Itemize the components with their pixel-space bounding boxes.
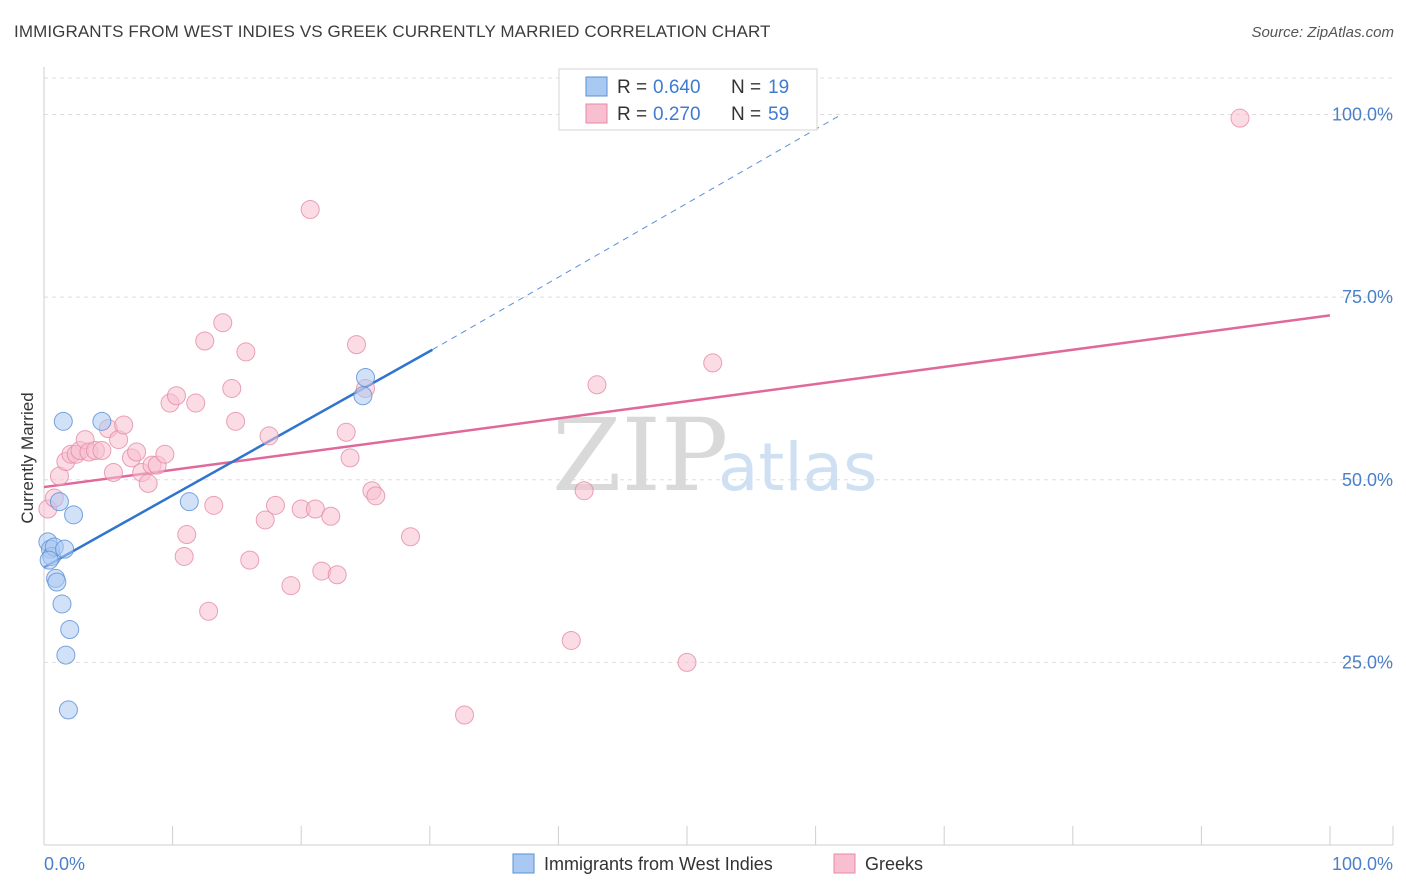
- y-tick-label: 25.0%: [1342, 652, 1393, 672]
- point-greeks: [366, 486, 386, 506]
- point-greeks: [312, 561, 332, 581]
- point-west-indies: [58, 700, 78, 720]
- point-greeks: [281, 576, 301, 596]
- point-greeks: [138, 473, 158, 493]
- point-greeks: [195, 331, 215, 351]
- point-greeks: [340, 448, 360, 468]
- y-axis-label: Currently Married: [18, 392, 37, 523]
- point-greeks: [114, 415, 134, 435]
- legend-swatch-greeks: [585, 103, 608, 124]
- point-greeks: [346, 335, 366, 355]
- watermark-atlas: atlas: [718, 429, 878, 506]
- point-west-indies: [39, 550, 59, 570]
- point-greeks: [213, 313, 233, 333]
- point-greeks: [574, 481, 594, 501]
- point-greeks: [321, 506, 341, 526]
- watermark: ZIP atlas: [552, 397, 878, 514]
- point-greeks: [240, 550, 260, 570]
- point-greeks: [455, 705, 475, 725]
- bottom-legend-label-west-indies: Immigrants from West Indies: [544, 854, 773, 874]
- legend-r-value: 0.270: [653, 104, 701, 125]
- point-greeks: [155, 444, 175, 464]
- legend-r-value: 0.640: [653, 77, 701, 98]
- point-greeks: [265, 495, 285, 515]
- point-greeks: [259, 426, 279, 446]
- point-greeks: [703, 353, 723, 373]
- point-greeks: [255, 510, 275, 530]
- point-greeks: [327, 565, 347, 585]
- point-greeks: [226, 411, 246, 431]
- point-greeks: [204, 495, 224, 515]
- y-tick-label: 75.0%: [1342, 287, 1393, 307]
- point-greeks: [401, 527, 421, 547]
- x-tick-label-min: 0.0%: [44, 854, 85, 874]
- point-west-indies: [64, 505, 84, 525]
- point-west-indies: [52, 594, 72, 614]
- point-west-indies: [179, 492, 199, 512]
- point-greeks: [199, 601, 219, 621]
- point-greeks: [222, 378, 242, 398]
- point-greeks: [186, 393, 206, 413]
- point-greeks: [1230, 108, 1250, 128]
- legend-n-value: 19: [768, 77, 789, 98]
- point-greeks: [300, 199, 320, 219]
- bottom-legend-swatch-west-indies: [512, 853, 535, 874]
- point-greeks: [236, 342, 256, 362]
- legend-n-value: 59: [768, 104, 789, 125]
- legend-swatch-west-indies: [585, 76, 608, 97]
- point-west-indies: [55, 539, 75, 559]
- point-greeks: [127, 442, 147, 462]
- source-label: Source: ZipAtlas.com: [1251, 24, 1394, 41]
- point-greeks: [587, 375, 607, 395]
- bottom-legend: Immigrants from West Indies Greeks: [512, 853, 923, 874]
- point-greeks: [336, 422, 356, 442]
- point-greeks: [305, 499, 325, 519]
- point-west-indies: [56, 645, 76, 665]
- trend-line-greeks: [43, 314, 1331, 489]
- chart-title: IMMIGRANTS FROM WEST INDIES VS GREEK CUR…: [14, 22, 771, 41]
- legend-r-label: R =: [617, 104, 647, 125]
- axis-layer: 25.0% 50.0% 75.0% 100.0%: [43, 67, 1394, 846]
- point-greeks: [166, 386, 186, 406]
- point-greeks: [92, 441, 112, 461]
- point-greeks: [677, 652, 697, 672]
- bottom-legend-label-greeks: Greeks: [865, 854, 923, 874]
- point-west-indies: [47, 572, 67, 592]
- legend-n-label: N =: [731, 104, 761, 125]
- y-tick-label: 50.0%: [1342, 470, 1393, 490]
- point-greeks: [103, 462, 123, 482]
- top-legend: R = 0.640 N = 19 R = 0.270 N = 59: [558, 68, 818, 131]
- point-west-indies: [60, 620, 80, 640]
- point-west-indies: [49, 492, 69, 512]
- point-greeks: [174, 546, 194, 566]
- point-greeks: [177, 525, 197, 545]
- bottom-legend-swatch-greeks: [833, 853, 856, 874]
- points-layer: [38, 108, 1250, 725]
- trend-line-west-indies-extension: [432, 114, 842, 351]
- legend-n-label: N =: [731, 77, 761, 98]
- x-tick-label-max: 100.0%: [1332, 854, 1393, 874]
- point-west-indies: [353, 386, 373, 406]
- legend-r-label: R =: [617, 77, 647, 98]
- point-west-indies: [356, 367, 375, 387]
- point-greeks: [561, 630, 581, 650]
- y-tick-label: 100.0%: [1332, 105, 1393, 125]
- point-west-indies: [92, 411, 112, 431]
- point-west-indies: [53, 411, 73, 431]
